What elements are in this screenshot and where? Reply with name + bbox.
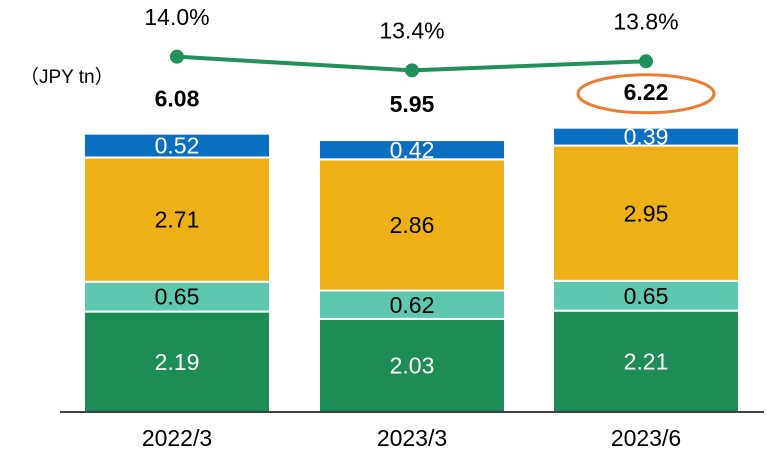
line-label: 14.0% (144, 4, 209, 30)
bar-segment (552, 144, 740, 282)
total-label: 6.22 (624, 79, 669, 105)
x-tick-label: 2023/3 (377, 425, 447, 451)
data-label: 0.52 (155, 133, 200, 159)
data-label: 2.71 (155, 207, 200, 233)
x-tick-label: 2022/3 (142, 425, 212, 451)
x-tick-label: 2023/6 (611, 425, 681, 451)
line-label: 13.4% (379, 18, 444, 44)
data-label: 0.62 (390, 292, 435, 318)
data-label: 0.65 (155, 284, 200, 310)
bar-segment (318, 139, 506, 161)
total-label: 6.08 (155, 85, 200, 111)
data-label: 2.03 (390, 353, 435, 379)
line-point (405, 63, 419, 78)
bar-segment (83, 310, 271, 413)
data-label: 2.19 (155, 349, 200, 375)
data-label: 0.65 (624, 283, 669, 309)
bar-segment (552, 126, 740, 147)
bar-segment (83, 280, 271, 313)
data-label: 0.39 (624, 124, 669, 150)
total-label: 5.95 (390, 91, 435, 117)
highlight-ellipse (576, 73, 716, 115)
bar-segment (318, 158, 506, 292)
unit-label: （JPY tn） (20, 66, 114, 88)
bar-segment (83, 132, 271, 159)
line-point (170, 49, 184, 64)
data-label: 2.95 (624, 200, 669, 226)
line-label: 13.8% (613, 8, 678, 34)
data-label: 2.86 (390, 212, 435, 238)
bar-segment (552, 279, 740, 312)
bar-segment (552, 309, 740, 413)
data-label: 0.42 (390, 137, 435, 163)
line-point (639, 54, 653, 69)
data-label: 2.21 (624, 348, 669, 374)
